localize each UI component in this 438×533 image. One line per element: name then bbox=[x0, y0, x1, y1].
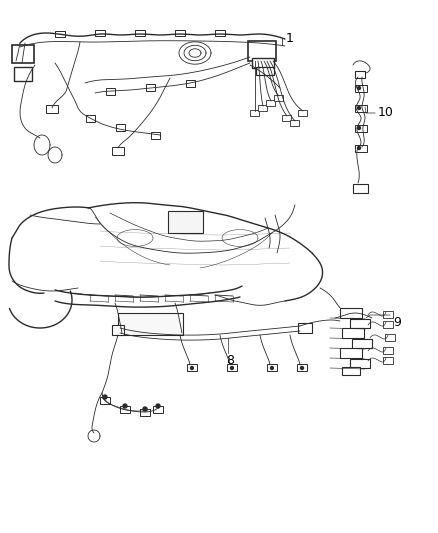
FancyBboxPatch shape bbox=[168, 211, 203, 233]
FancyBboxPatch shape bbox=[12, 45, 34, 63]
FancyBboxPatch shape bbox=[298, 323, 312, 333]
Circle shape bbox=[357, 107, 360, 109]
FancyBboxPatch shape bbox=[116, 124, 125, 131]
Text: 8: 8 bbox=[226, 353, 234, 367]
FancyBboxPatch shape bbox=[55, 31, 65, 37]
FancyBboxPatch shape bbox=[383, 357, 393, 364]
Circle shape bbox=[357, 126, 360, 130]
FancyBboxPatch shape bbox=[256, 67, 274, 75]
FancyBboxPatch shape bbox=[340, 348, 362, 358]
Circle shape bbox=[230, 367, 233, 369]
FancyBboxPatch shape bbox=[146, 84, 155, 91]
FancyBboxPatch shape bbox=[342, 328, 364, 338]
Text: 10: 10 bbox=[378, 107, 394, 119]
Text: 9: 9 bbox=[393, 317, 401, 329]
FancyBboxPatch shape bbox=[215, 30, 225, 36]
FancyBboxPatch shape bbox=[350, 359, 370, 368]
FancyBboxPatch shape bbox=[95, 30, 105, 36]
FancyBboxPatch shape bbox=[266, 100, 275, 106]
FancyBboxPatch shape bbox=[250, 110, 259, 116]
FancyBboxPatch shape bbox=[175, 30, 185, 36]
FancyBboxPatch shape bbox=[112, 147, 124, 155]
Circle shape bbox=[300, 367, 304, 369]
FancyBboxPatch shape bbox=[118, 313, 183, 335]
FancyBboxPatch shape bbox=[355, 85, 367, 92]
FancyBboxPatch shape bbox=[227, 364, 237, 371]
FancyBboxPatch shape bbox=[355, 71, 365, 78]
FancyBboxPatch shape bbox=[298, 110, 307, 116]
FancyBboxPatch shape bbox=[355, 145, 367, 152]
FancyBboxPatch shape bbox=[352, 339, 372, 348]
FancyBboxPatch shape bbox=[86, 115, 95, 122]
FancyBboxPatch shape bbox=[100, 397, 110, 404]
FancyBboxPatch shape bbox=[340, 308, 362, 318]
Circle shape bbox=[156, 404, 160, 408]
FancyBboxPatch shape bbox=[353, 184, 368, 193]
Circle shape bbox=[123, 404, 127, 408]
FancyBboxPatch shape bbox=[135, 30, 145, 36]
Circle shape bbox=[271, 367, 273, 369]
FancyBboxPatch shape bbox=[383, 321, 393, 328]
Circle shape bbox=[191, 367, 194, 369]
Circle shape bbox=[357, 147, 360, 149]
FancyBboxPatch shape bbox=[290, 120, 299, 126]
Circle shape bbox=[357, 86, 360, 90]
FancyBboxPatch shape bbox=[106, 88, 115, 95]
FancyBboxPatch shape bbox=[258, 105, 267, 111]
FancyBboxPatch shape bbox=[383, 311, 393, 318]
FancyBboxPatch shape bbox=[14, 67, 32, 81]
FancyBboxPatch shape bbox=[355, 105, 367, 112]
FancyBboxPatch shape bbox=[186, 80, 195, 87]
FancyBboxPatch shape bbox=[385, 334, 395, 341]
FancyBboxPatch shape bbox=[342, 367, 360, 375]
FancyBboxPatch shape bbox=[282, 115, 291, 121]
FancyBboxPatch shape bbox=[153, 406, 163, 413]
Circle shape bbox=[103, 395, 107, 399]
FancyBboxPatch shape bbox=[112, 325, 124, 335]
FancyBboxPatch shape bbox=[151, 132, 160, 139]
FancyBboxPatch shape bbox=[140, 409, 150, 416]
FancyBboxPatch shape bbox=[267, 364, 277, 371]
FancyBboxPatch shape bbox=[297, 364, 307, 371]
FancyBboxPatch shape bbox=[383, 347, 393, 354]
FancyBboxPatch shape bbox=[120, 406, 130, 413]
FancyBboxPatch shape bbox=[252, 58, 274, 68]
FancyBboxPatch shape bbox=[350, 319, 370, 328]
FancyBboxPatch shape bbox=[187, 364, 197, 371]
FancyBboxPatch shape bbox=[274, 95, 283, 101]
FancyBboxPatch shape bbox=[355, 125, 367, 132]
FancyBboxPatch shape bbox=[46, 105, 58, 113]
FancyBboxPatch shape bbox=[248, 41, 276, 61]
Circle shape bbox=[143, 407, 147, 411]
Text: 1: 1 bbox=[286, 31, 294, 44]
